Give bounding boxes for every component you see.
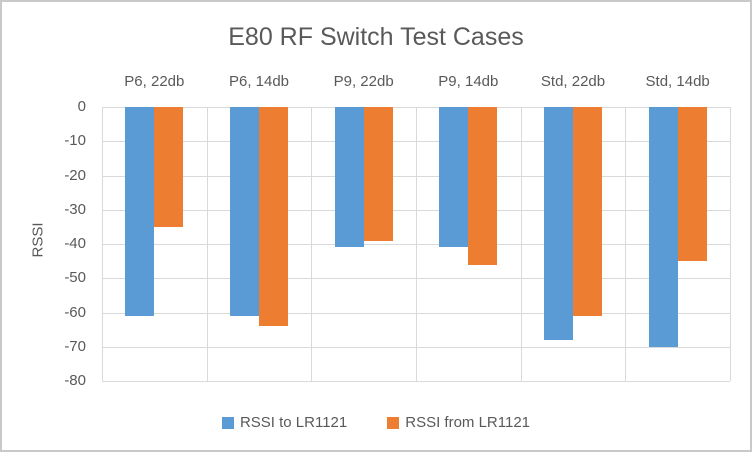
- bar-rssi-from-lr1121: [468, 107, 498, 265]
- y-tick-label: -10: [64, 132, 86, 150]
- y-tick-label: -20: [64, 166, 86, 184]
- grid-line-horizontal: [102, 381, 730, 382]
- y-tick-label: -70: [64, 337, 86, 355]
- y-tick-label: -30: [64, 200, 86, 218]
- bar-rssi-to-lr1121: [648, 107, 678, 347]
- bar-rssi-to-lr1121: [125, 107, 155, 316]
- legend-item-rssi-from-lr1121: RSSI from LR1121: [387, 414, 530, 431]
- category-label: P6, 14db: [228, 73, 290, 90]
- y-tick-label: -50: [64, 269, 86, 287]
- bar-rssi-to-lr1121: [439, 107, 469, 248]
- grid-line-vertical: [625, 107, 626, 381]
- y-tick-label: -80: [64, 372, 86, 389]
- legend-swatch-rssi-from-lr1121: [387, 416, 400, 429]
- grid-line-vertical: [521, 107, 522, 381]
- grid-line-vertical: [311, 107, 312, 381]
- y-axis-line: [102, 107, 103, 381]
- bar-rssi-from-lr1121: [573, 107, 602, 316]
- category-label: P9, 14db: [438, 73, 499, 90]
- bar-rssi-from-lr1121: [363, 107, 393, 241]
- y-tick-label: 0: [77, 98, 86, 115]
- plot-area: [102, 107, 731, 382]
- category-label: P6, 22db: [124, 73, 185, 90]
- category-label: P9, 22db: [333, 73, 394, 90]
- y-tick-label: -60: [64, 303, 86, 321]
- bar-rssi-to-lr1121: [230, 107, 259, 316]
- legend-label-rssi-from-lr1121: RSSI from LR1121: [405, 414, 531, 431]
- grid-line-vertical: [416, 107, 417, 381]
- legend: RSSI to LR1121 RSSI from LR1121: [2, 414, 750, 431]
- bar-rssi-from-lr1121: [677, 107, 707, 262]
- bar-rssi-from-lr1121: [259, 107, 288, 327]
- category-label: Std, 22db: [540, 73, 606, 90]
- grid-line-vertical: [207, 107, 208, 381]
- bar-rssi-to-lr1121: [544, 107, 573, 340]
- legend-label-rssi-to-lr1121: RSSI to LR1121: [239, 414, 348, 431]
- bar-rssi-to-lr1121: [334, 107, 364, 248]
- y-tick-label: -40: [64, 235, 86, 252]
- legend-swatch-rssi-to-lr1121: [221, 416, 234, 429]
- legend-item-rssi-to-lr1121: RSSI to LR1121: [221, 414, 348, 431]
- bar-rssi-from-lr1121: [154, 107, 184, 227]
- category-label: Std, 14db: [645, 73, 710, 90]
- grid-line-vertical: [730, 107, 731, 381]
- chart-title: E80 RF Switch Test Cases: [228, 23, 524, 51]
